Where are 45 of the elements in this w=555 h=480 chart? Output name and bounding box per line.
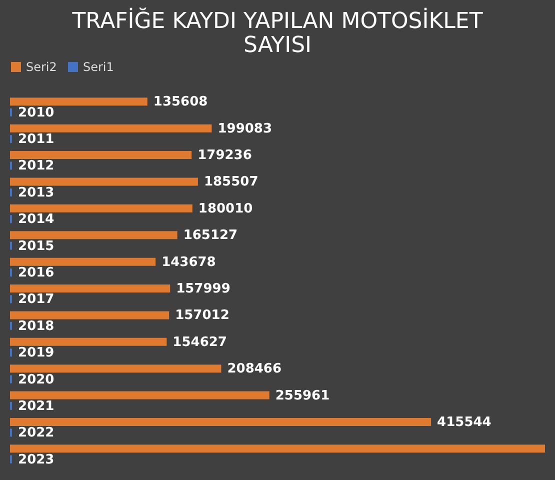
data-label: 185507 [204, 174, 258, 190]
bar [10, 98, 148, 106]
data-label: 255961 [275, 388, 330, 404]
data-label: 143678 [162, 254, 216, 270]
bar [10, 391, 270, 400]
data-label: 154627 [172, 334, 227, 350]
data-label: 2013 [18, 185, 54, 200]
data-label: 2014 [18, 212, 54, 228]
data-label: 2017 [18, 292, 54, 308]
bar [10, 311, 170, 320]
text: TRAFİĞE KAYDI YAPILAN MOTOSİKLET [72, 9, 483, 34]
bar [10, 151, 192, 160]
data-label: 2019 [18, 346, 54, 361]
data-label: 2020 [18, 372, 54, 388]
bar [10, 338, 167, 346]
legend-label: Seri2 [26, 60, 57, 74]
data-label: 2012 [18, 158, 54, 174]
data-label: 2010 [18, 105, 54, 120]
data-label: 2015 [18, 238, 54, 254]
bar [10, 444, 545, 453]
bar [10, 364, 222, 373]
data-label: 199083 [218, 121, 272, 136]
data-label: 2023 [18, 452, 54, 468]
bar [10, 124, 212, 132]
data-label: 2011 [18, 132, 54, 148]
text: SAYISI [243, 33, 312, 58]
data-label: 157999 [176, 282, 230, 297]
bar [10, 258, 156, 266]
legend-label: Seri1 [83, 60, 114, 74]
data-label: 179236 [198, 148, 252, 164]
data-label: 180010 [198, 201, 253, 216]
data-label: 2022 [18, 426, 54, 441]
bar [10, 284, 170, 293]
data-label: 415544 [437, 414, 492, 430]
data-label: 2016 [18, 265, 54, 280]
bar [10, 178, 198, 186]
data-label: 165127 [183, 228, 238, 244]
bar [10, 204, 192, 212]
data-label: 135608 [153, 94, 208, 110]
data-label: 208466 [227, 362, 282, 377]
data-label: 2018 [18, 318, 54, 334]
data-label: 157012 [175, 308, 230, 324]
bar [10, 231, 178, 240]
data-label: 2021 [18, 398, 54, 414]
bar [10, 418, 432, 426]
